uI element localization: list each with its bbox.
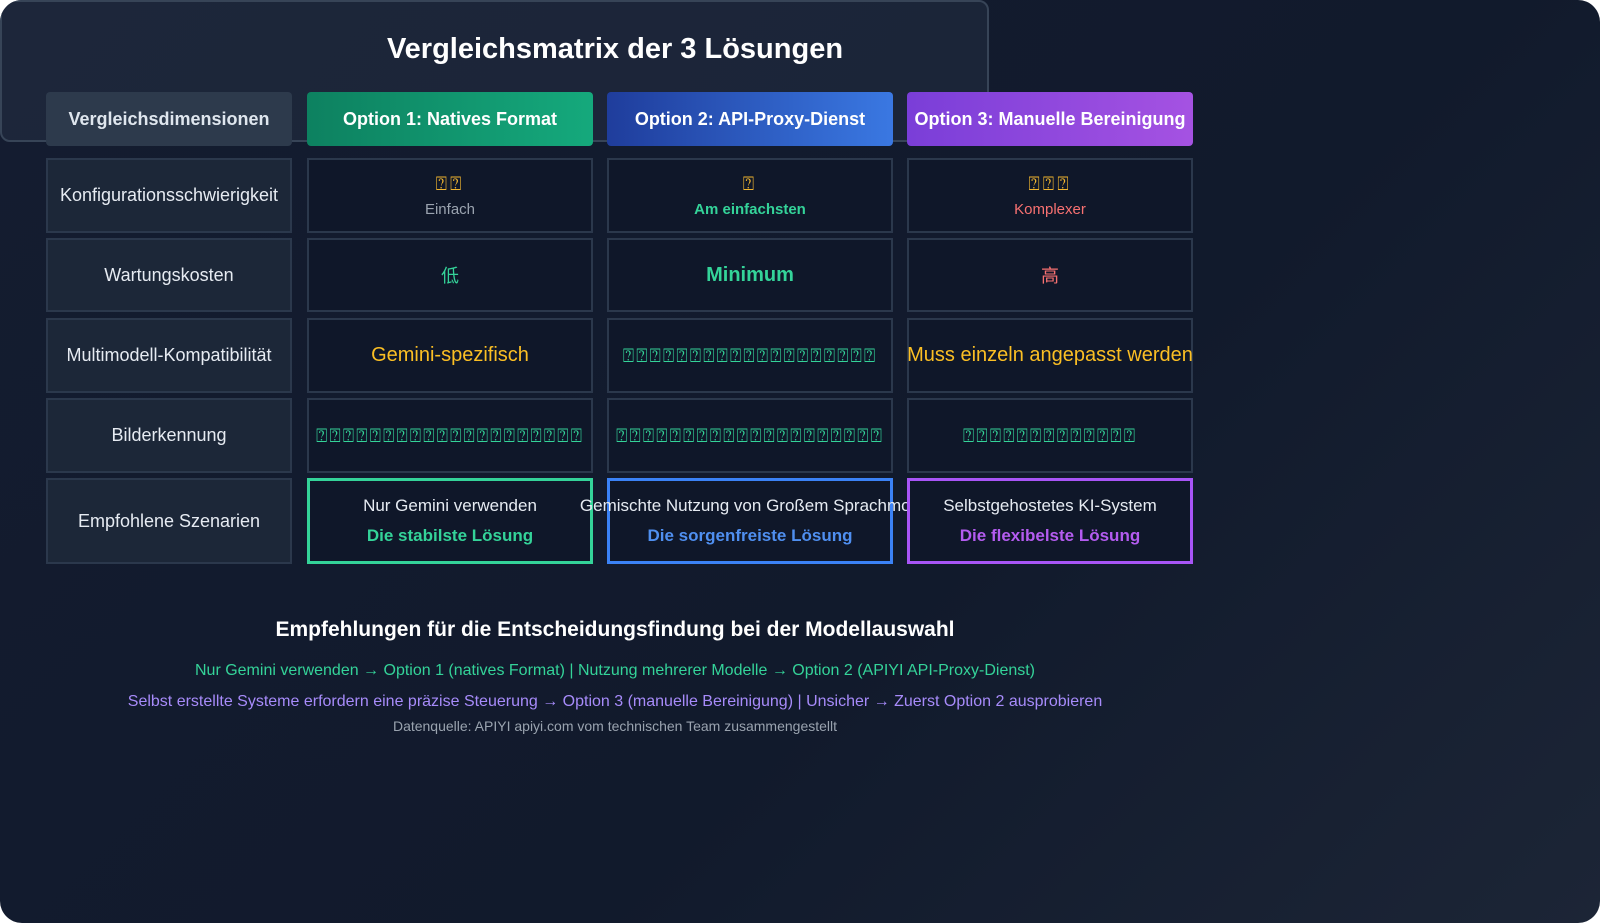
table-cell: ⍰⍰⍰⍰⍰⍰⍰⍰⍰⍰⍰⍰⍰⍰⍰⍰⍰⍰⍰ [607,318,893,393]
table-cell: 高 [907,238,1193,312]
title: Vergleichsmatrix der 3 Lösungen [386,32,844,65]
scenario: Nur Gemini verwenden [363,496,537,515]
table-cell: ⍰⍰ Einfach [307,158,593,233]
table-cell: Nur Gemini verwenden Die stabilste Lösung [307,478,593,564]
scenario: Gemischte Nutzung von Großem Sprachmod [579,496,921,515]
rec-line: Selbst erstellte Systeme erfordern eine … [127,693,1103,710]
icons: ⍰ [742,173,758,195]
header-cell: Option 3: Manuelle Bereinigung [907,92,1193,146]
table-cell: Gemischte Nutzung von Großem Sprachmod Di… [580,478,920,564]
cell-text: Minimum [706,263,794,286]
table-cell: Selbstgehostetes KI-System Die flexibelst… [907,478,1193,564]
table-cell: ⍰⍰⍰⍰⍰⍰⍰⍰⍰⍰⍰⍰⍰ [907,398,1193,473]
scenario-highlight: Die stabilste Lösung [366,526,534,545]
dimension-cell: Wartungskosten [46,238,292,312]
cell-text: 高 [1041,266,1059,286]
difficulty-label: Am einfachsten [694,201,806,218]
cell-text: ⍰⍰⍰⍰⍰⍰⍰⍰⍰⍰⍰⍰⍰⍰⍰⍰⍰⍰⍰ [622,344,878,367]
cell-text: Muss einzeln angepasst werden [907,344,1193,366]
header-cell: Option 2: API-Proxy-Dienst [607,92,893,146]
table-cell: ⍰ Am einfachsten [607,158,893,233]
table-cell: ⍰⍰⍰ Komplexer [907,158,1193,233]
table-cell: ⍰⍰⍰⍰⍰⍰⍰⍰⍰⍰⍰⍰⍰⍰⍰⍰⍰⍰⍰⍰ [607,398,893,473]
rec-title: Empfehlungen für die Entscheidungsfindun… [275,618,955,641]
scenario-highlight: Die sorgenfreiste Lösung [647,526,853,545]
cell-text: 低 [441,266,459,286]
difficulty-label: Einfach [424,201,476,218]
scenario: Selbstgehostetes KI-System [943,496,1157,515]
table-cell: ⍰⍰⍰⍰⍰⍰⍰⍰⍰⍰⍰⍰⍰⍰⍰⍰⍰⍰⍰⍰ [307,398,593,473]
table-cell: Minimum [607,238,893,312]
cell-text: ⍰⍰⍰⍰⍰⍰⍰⍰⍰⍰⍰⍰⍰⍰⍰⍰⍰⍰⍰⍰ [615,424,884,447]
cell-text: ⍰⍰⍰⍰⍰⍰⍰⍰⍰⍰⍰⍰⍰ [962,424,1138,447]
icons: ⍰⍰ [435,173,465,195]
scenario-highlight: Die flexibelste Lösung [959,526,1141,545]
table-cell: Gemini-spezifisch [307,318,593,393]
dimension-cell: Konfigurationsschwierigkeit [46,158,292,233]
dimension-cell: Bilderkennung [46,398,292,473]
table-cell: Muss einzeln angepasst werden [907,318,1193,393]
header-cell: Vergleichsdimensionen [46,92,292,146]
difficulty-label: Komplexer [1014,201,1086,218]
source: Datenquelle: APIYI apiyi.com vom technis… [392,718,838,734]
cell-text: Gemini-spezifisch [371,344,529,366]
icons: ⍰⍰⍰ [1028,173,1072,195]
dimension-cell: Multimodell-Kompatibilität [46,318,292,393]
dimension-cell: Empfohlene Szenarien [46,478,292,564]
header-cell: Option 1: Natives Format [307,92,593,146]
table-cell: 低 [307,238,593,312]
cell-text: ⍰⍰⍰⍰⍰⍰⍰⍰⍰⍰⍰⍰⍰⍰⍰⍰⍰⍰⍰⍰ [315,424,584,447]
rec-line: Nur Gemini verwenden → Option 1 (natives… [194,662,1036,679]
